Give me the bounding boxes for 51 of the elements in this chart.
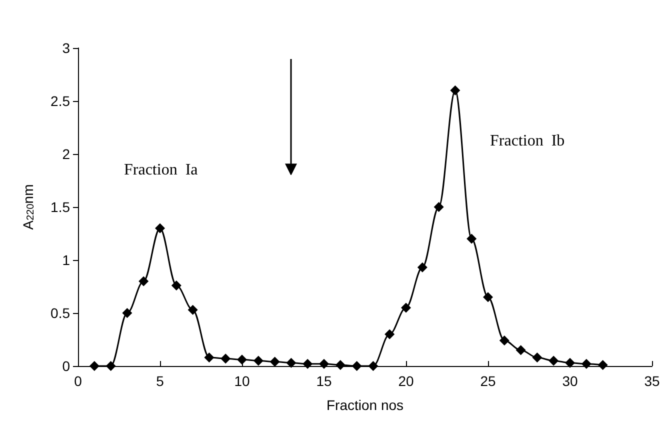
annotation: Fraction Ia	[124, 162, 198, 178]
x-tick-label: 5	[156, 373, 164, 389]
point	[598, 360, 608, 370]
x-tick-label: 25	[480, 373, 496, 389]
x-tick-label: 0	[74, 373, 82, 389]
y-tick-label: 2	[62, 146, 70, 162]
point	[237, 354, 247, 365]
point	[368, 361, 378, 371]
point	[253, 356, 264, 366]
x-tick-label: 35	[644, 373, 660, 389]
point	[384, 329, 395, 340]
y-tick-label: 0	[62, 358, 70, 374]
point	[548, 356, 559, 366]
point	[220, 354, 231, 364]
point	[106, 361, 116, 371]
point	[335, 360, 346, 370]
point	[450, 85, 460, 96]
point	[122, 308, 132, 318]
point	[499, 336, 510, 346]
y-axis-title: A220nm	[20, 184, 36, 230]
point	[516, 345, 526, 356]
point	[302, 358, 313, 369]
point	[286, 358, 296, 368]
point	[532, 352, 542, 363]
point	[417, 262, 428, 272]
point	[565, 358, 575, 368]
x-axis-title: Fraction nos	[326, 397, 404, 413]
point	[188, 304, 198, 315]
x-tick-label: 20	[398, 373, 414, 389]
point	[466, 234, 477, 244]
point	[434, 202, 444, 212]
point	[483, 292, 493, 302]
point	[270, 356, 280, 367]
point	[581, 358, 592, 369]
y-tick-label: 1.5	[50, 199, 70, 215]
point	[171, 280, 182, 290]
y-tick-label: 2.5	[50, 93, 70, 109]
point	[138, 276, 149, 286]
y-tick-label: 0.5	[50, 305, 70, 321]
x-tick-label: 30	[562, 373, 578, 389]
y-tick-label: 1	[62, 252, 70, 268]
y-tick-label: 3	[62, 40, 70, 56]
point	[204, 352, 214, 363]
x-tick-label: 10	[234, 373, 250, 389]
point	[155, 223, 165, 234]
point	[401, 302, 411, 313]
x-tick-label: 15	[316, 373, 332, 389]
annotation: Fraction Ib	[490, 132, 565, 150]
point	[352, 361, 362, 371]
point	[89, 361, 100, 371]
point	[319, 358, 329, 369]
